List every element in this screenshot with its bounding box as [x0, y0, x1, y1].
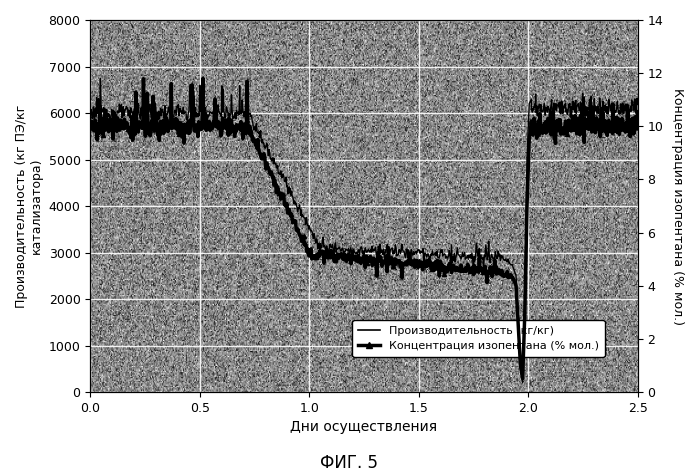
Производительность (кг/кг)	[231, 110, 240, 115]
Концентрация изопентана (% мол.)	[86, 121, 94, 127]
Производительность (кг/кг)	[589, 108, 597, 114]
Y-axis label: Концентрация изопентана (% мол.): Концентрация изопентана (% мол.)	[671, 88, 684, 324]
Производительность (кг/кг)	[538, 109, 546, 114]
Производительность (кг/кг)	[96, 76, 105, 81]
Концентрация изопентана (% мол.)	[101, 124, 109, 130]
Производительность (кг/кг)	[86, 114, 94, 120]
Концентрация изопентана (% мол.)	[519, 376, 527, 382]
Y-axis label: Производительность (кг ПЭ/кг
катализатора): Производительность (кг ПЭ/кг катализатор…	[15, 105, 43, 307]
Производительность (кг/кг)	[446, 254, 454, 260]
Производительность (кг/кг)	[628, 102, 636, 107]
Концентрация изопентана (% мол.)	[423, 263, 431, 269]
Line: Концентрация изопентана (% мол.): Концентрация изопентана (% мол.)	[88, 76, 640, 381]
Концентрация изопентана (% мол.)	[322, 254, 330, 260]
Text: ФИГ. 5: ФИГ. 5	[321, 454, 378, 472]
Концентрация изопентана (% мол.)	[314, 251, 322, 256]
Производительность (кг/кг)	[519, 380, 527, 385]
Концентрация изопентана (% мол.)	[139, 76, 147, 81]
Производительность (кг/кг)	[633, 101, 642, 107]
Производительность (кг/кг)	[438, 247, 446, 253]
Концентрация изопентана (% мол.)	[633, 109, 642, 114]
Line: Производительность (кг/кг): Производительность (кг/кг)	[90, 79, 637, 383]
Legend: Производительность (кг/кг), Концентрация изопентана (% мол.): Производительность (кг/кг), Концентрация…	[352, 320, 605, 357]
X-axis label: Дни осуществления: Дни осуществления	[290, 420, 438, 434]
Концентрация изопентана (% мол.)	[196, 127, 204, 133]
Концентрация изопентана (% мол.)	[199, 75, 207, 81]
